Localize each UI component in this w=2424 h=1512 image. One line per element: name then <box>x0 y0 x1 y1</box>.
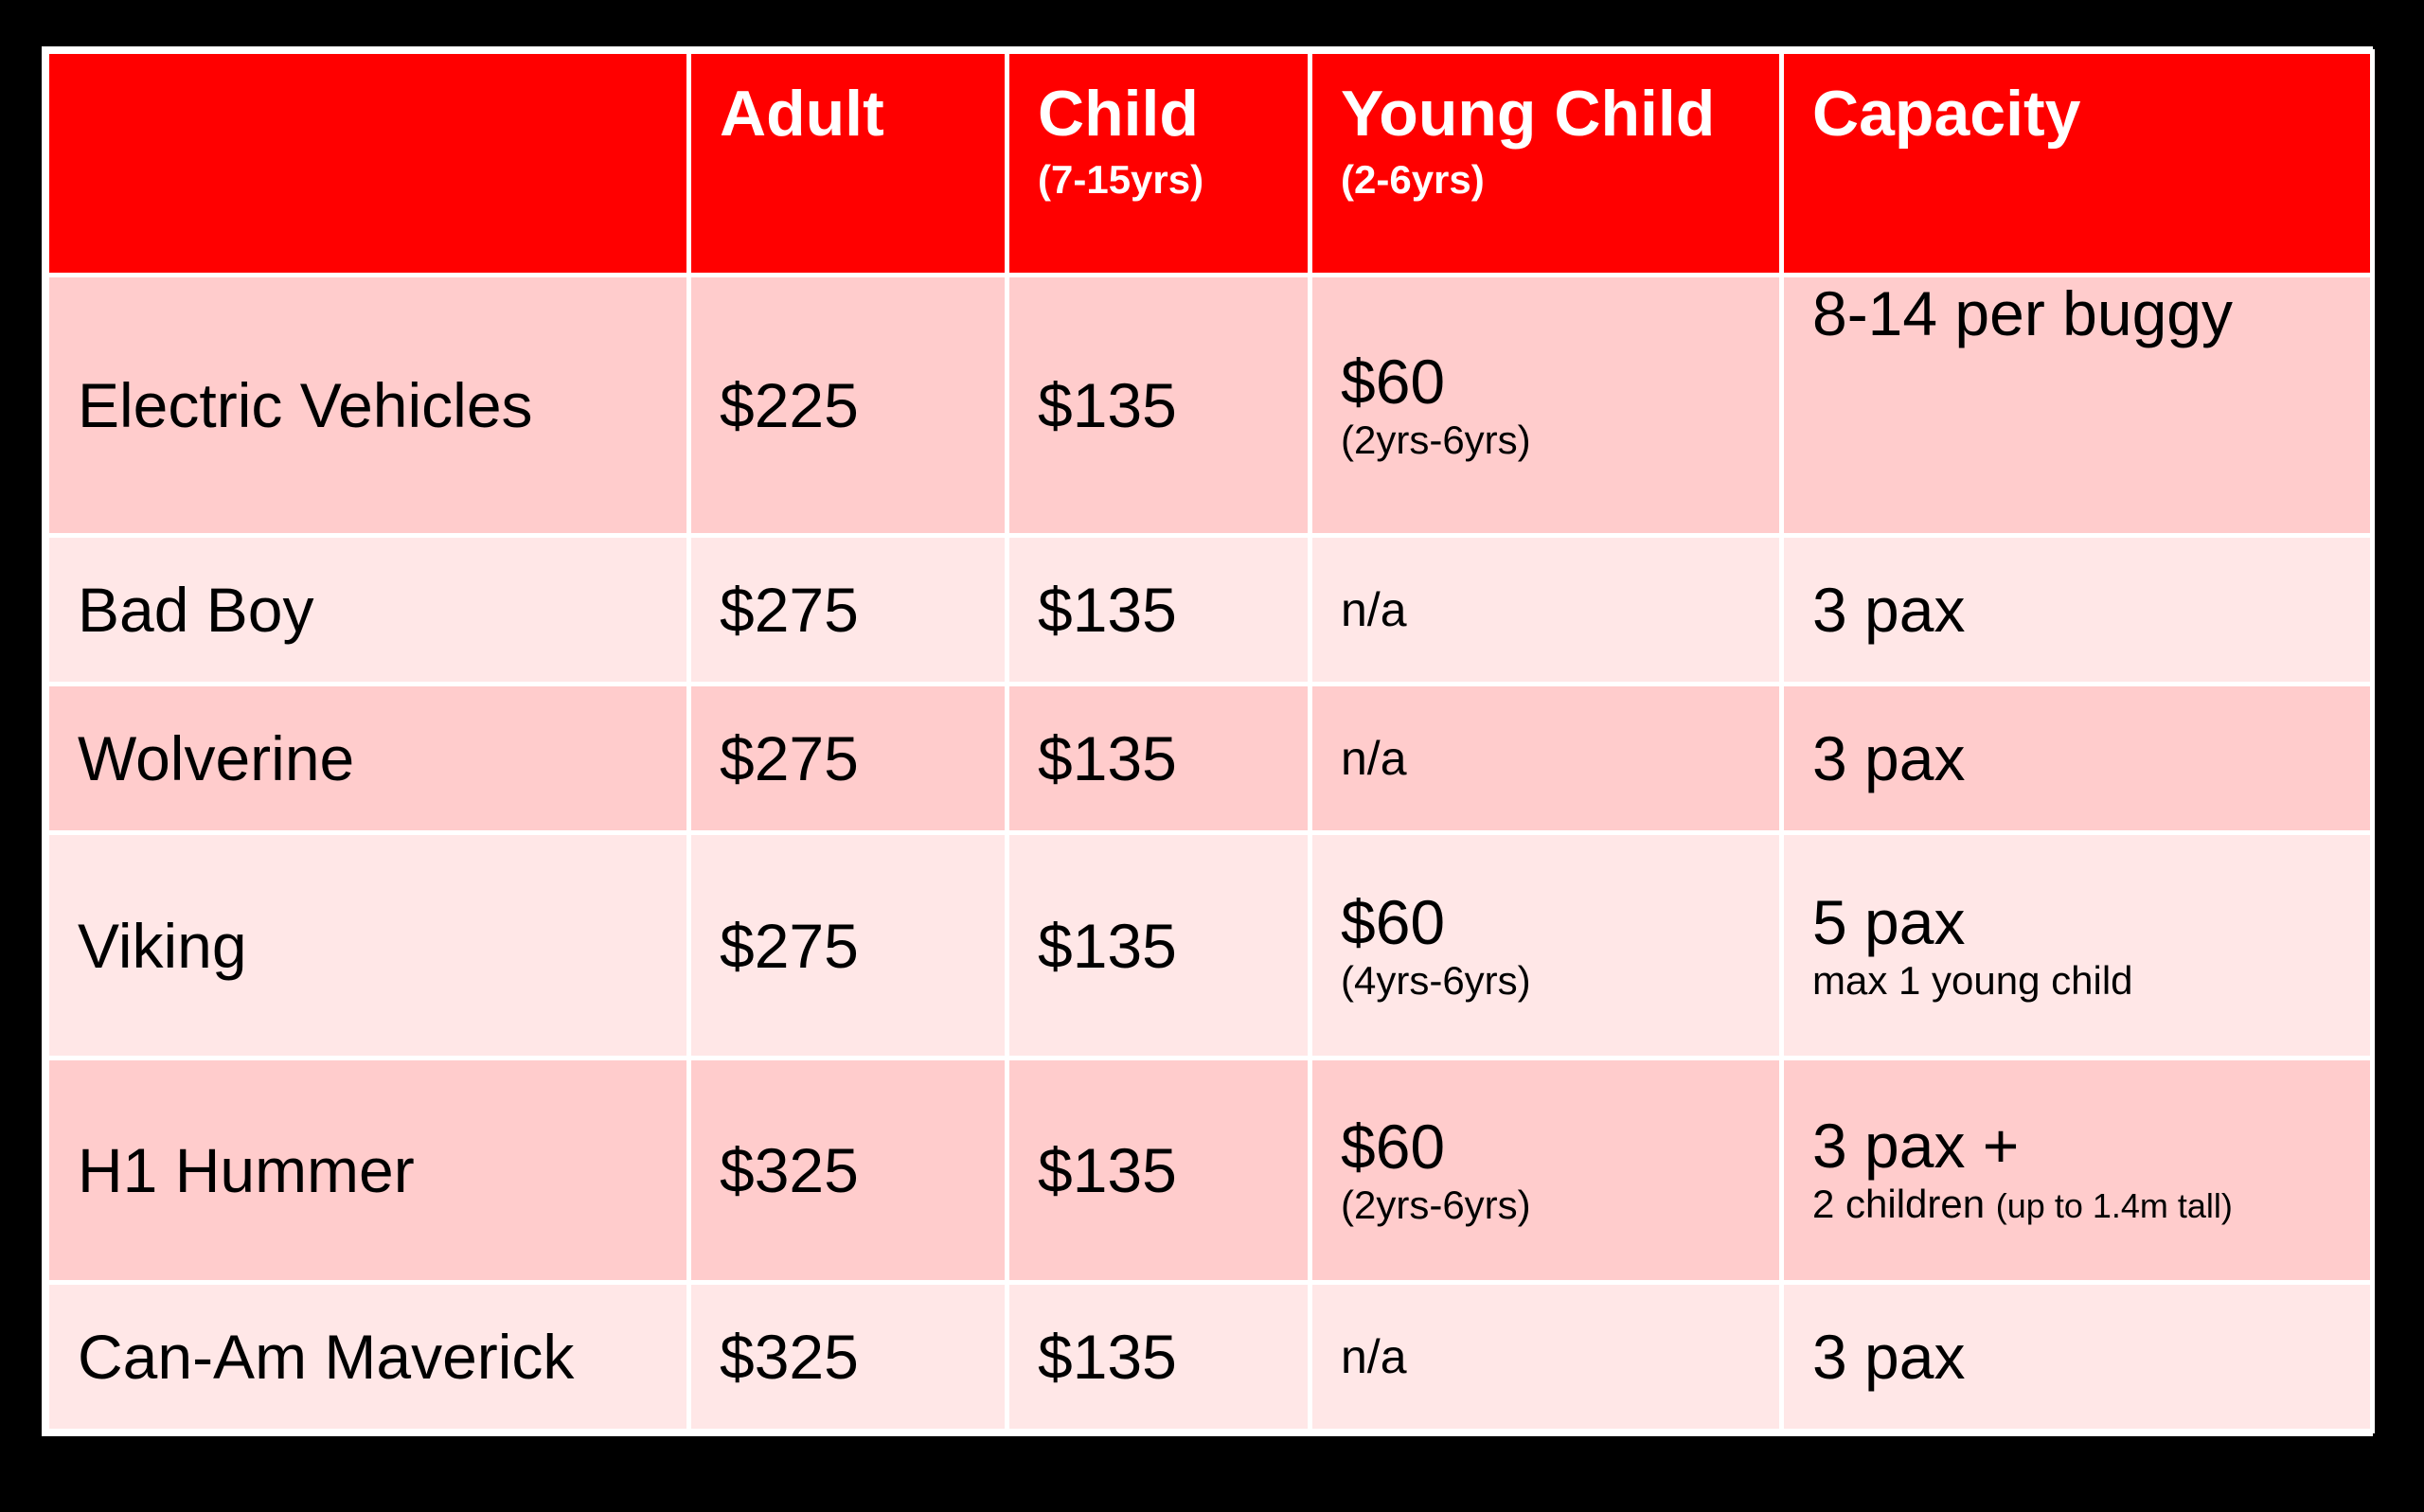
header-capacity-cell: Capacity <box>1779 49 2375 277</box>
child-price: $135 <box>1038 1135 1177 1205</box>
capacity-cell: 3 pax <box>1779 1280 2375 1433</box>
young-child-price-cell: $60 (2yrs-6yrs) <box>1308 273 1784 538</box>
pricing-table: Adult Child (7-15yrs) Young Child (2-6yr… <box>45 49 2375 1433</box>
child-price: $135 <box>1038 910 1177 981</box>
child-price: $135 <box>1038 723 1177 793</box>
header-vehicle-cell <box>45 49 691 277</box>
child-price-cell: $135 <box>1005 533 1312 686</box>
capacity-value: 3 pax <box>1812 723 1966 793</box>
vehicle-name: H1 Hummer <box>78 1135 415 1205</box>
child-price: $135 <box>1038 575 1177 645</box>
vehicle-cell: Wolverine <box>45 682 691 835</box>
adult-price: $275 <box>720 723 859 793</box>
vehicle-cell: H1 Hummer <box>45 1056 691 1285</box>
young-child-price: n/a <box>1341 732 1407 785</box>
capacity-cell: 5 pax max 1 young child <box>1779 830 2375 1060</box>
capacity-note-line: 2 children (up to 1.4m tall) <box>1812 1181 2370 1230</box>
young-child-price: n/a <box>1341 1330 1407 1383</box>
vehicle-name: Viking <box>78 910 247 981</box>
table-row: Wolverine $275 $135 n/a 3 pax <box>45 682 2375 835</box>
child-price-cell: $135 <box>1005 1280 1312 1433</box>
vehicle-name: Electric Vehicles <box>78 370 533 440</box>
header-capacity-label: Capacity <box>1812 78 2081 150</box>
young-child-age-note: (2yrs-6yrs) <box>1341 1183 1531 1227</box>
vehicle-cell: Electric Vehicles <box>45 273 691 538</box>
header-young-child-label: Young Child <box>1341 78 1716 150</box>
capacity-value: 5 pax <box>1812 886 1966 957</box>
capacity-cell: 3 pax <box>1779 682 2375 835</box>
header-adult-label: Adult <box>720 78 884 150</box>
capacity-note: 2 children <box>1812 1182 1986 1226</box>
capacity-note: max 1 young child <box>1812 957 2133 1003</box>
adult-price-cell: $275 <box>686 682 1009 835</box>
young-child-price-cell: n/a <box>1308 1280 1784 1433</box>
adult-price: $275 <box>720 575 859 645</box>
table-row: H1 Hummer $325 $135 $60 (2yrs-6yrs) 3 pa… <box>45 1056 2375 1285</box>
adult-price-cell: $275 <box>686 533 1009 686</box>
child-price: $135 <box>1038 1322 1177 1392</box>
child-price-cell: $135 <box>1005 682 1312 835</box>
table-row: Electric Vehicles $225 $135 $60 (2yrs-6y… <box>45 273 2375 538</box>
young-child-price: n/a <box>1341 583 1407 636</box>
capacity-value: 3 pax + <box>1812 1111 2020 1181</box>
capacity-cell: 3 pax + 2 children (up to 1.4m tall) <box>1779 1056 2375 1285</box>
child-price-cell: $135 <box>1005 273 1312 538</box>
table-row: Bad Boy $275 $135 n/a 3 pax <box>45 533 2375 686</box>
young-child-price-cell: n/a <box>1308 533 1784 686</box>
adult-price: $325 <box>720 1322 859 1392</box>
adult-price-cell: $275 <box>686 830 1009 1060</box>
adult-price: $225 <box>720 370 859 440</box>
header-young-child-age-range: (2-6yrs) <box>1341 157 1485 202</box>
child-price: $135 <box>1038 370 1177 440</box>
young-child-price-cell: n/a <box>1308 682 1784 835</box>
young-child-price: $60 <box>1341 1112 1446 1182</box>
young-child-price: $60 <box>1341 347 1446 417</box>
young-child-price-cell: $60 (4yrs-6yrs) <box>1308 830 1784 1060</box>
capacity-cell: 8-14 per buggy <box>1779 273 2375 538</box>
table-row: Viking $275 $135 $60 (4yrs-6yrs) 5 pax m… <box>45 830 2375 1060</box>
vehicle-name: Can-Am Maverick <box>78 1322 575 1392</box>
young-child-price: $60 <box>1341 886 1446 957</box>
vehicle-name: Wolverine <box>78 723 355 793</box>
capacity-value: 3 pax <box>1812 575 1966 645</box>
capacity-cell: 3 pax <box>1779 533 2375 686</box>
child-price-cell: $135 <box>1005 830 1312 1060</box>
table-row: Can-Am Maverick $325 $135 n/a 3 pax <box>45 1280 2375 1433</box>
young-child-age-note: (4yrs-6yrs) <box>1341 957 1531 1003</box>
header-adult-cell: Adult <box>686 49 1009 277</box>
vehicle-name: Bad Boy <box>78 575 314 645</box>
header-child-cell: Child (7-15yrs) <box>1005 49 1312 277</box>
table-header-row: Adult Child (7-15yrs) Young Child (2-6yr… <box>45 49 2375 277</box>
capacity-value: 3 pax <box>1812 1322 1966 1392</box>
adult-price-cell: $225 <box>686 273 1009 538</box>
vehicle-cell: Can-Am Maverick <box>45 1280 691 1433</box>
adult-price-cell: $325 <box>686 1280 1009 1433</box>
capacity-value: 8-14 per buggy <box>1812 278 2233 348</box>
vehicle-cell: Bad Boy <box>45 533 691 686</box>
pricing-table-frame: Adult Child (7-15yrs) Young Child (2-6yr… <box>42 46 2375 1436</box>
child-price-cell: $135 <box>1005 1056 1312 1285</box>
header-young-child-cell: Young Child (2-6yrs) <box>1308 49 1784 277</box>
adult-price-cell: $325 <box>686 1056 1009 1285</box>
adult-price: $275 <box>720 910 859 981</box>
header-child-label: Child <box>1038 78 1199 150</box>
adult-price: $325 <box>720 1135 859 1205</box>
capacity-note-height-limit: (up to 1.4m tall) <box>1995 1186 2233 1225</box>
header-child-age-range: (7-15yrs) <box>1038 157 1204 202</box>
vehicle-cell: Viking <box>45 830 691 1060</box>
young-child-age-note: (2yrs-6yrs) <box>1341 418 1531 462</box>
young-child-price-cell: $60 (2yrs-6yrs) <box>1308 1056 1784 1285</box>
